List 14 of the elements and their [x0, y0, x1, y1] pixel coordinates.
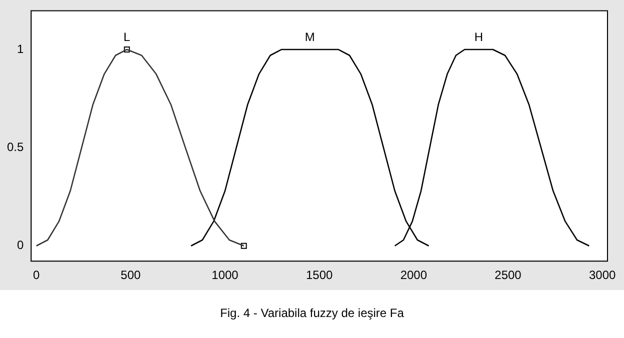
y-tick-label: 1 [16, 42, 24, 56]
x-tick-label: 1000 [212, 268, 239, 282]
series-label: H [474, 30, 484, 44]
y-tick-label: 0.5 [6, 140, 24, 154]
series-label: L [124, 30, 131, 44]
y-tick-label: 0 [16, 238, 24, 252]
x-tick-label: 500 [120, 268, 142, 282]
x-tick-label: 2500 [494, 268, 522, 282]
series-label: M [304, 30, 315, 44]
x-tick-label: 3000 [588, 268, 616, 282]
x-tick-label: 0 [33, 268, 40, 282]
x-tick-label: 2000 [400, 268, 428, 282]
caption: Fig. 4 - Variabila fuzzy de ieşire Fa [219, 306, 405, 320]
x-tick-label: 1500 [306, 268, 334, 282]
